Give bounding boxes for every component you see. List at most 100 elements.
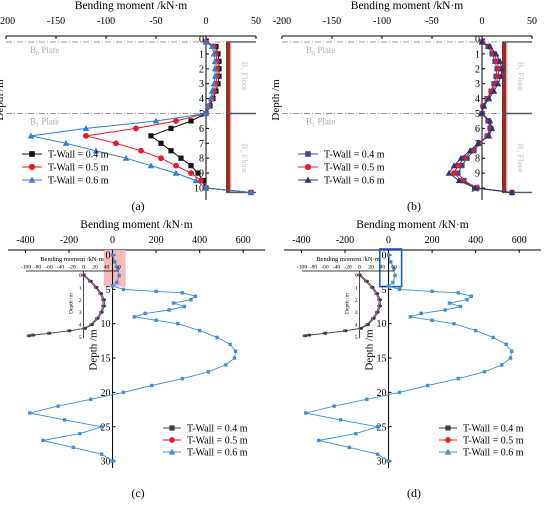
data-marker [178,155,184,161]
inset-y-tick-label: 0 [355,273,358,279]
y-axis-title: Depth /m [364,329,376,371]
data-marker [247,189,255,196]
data-marker [474,139,482,146]
inset-y-tick-label: 2 [355,298,358,304]
inset-x-tick-label: 40 [104,265,110,271]
data-marker [28,176,36,183]
data-marker [171,301,176,305]
y-tick-label: 2 [475,64,480,75]
data-marker [486,117,494,124]
series-line [305,254,513,462]
data-marker [375,452,380,456]
y-tick-label: 30 [377,457,387,468]
data-marker [360,326,364,330]
data-marker [376,292,380,296]
data-marker [180,291,184,295]
data-marker [96,316,100,320]
inset-x-tick-label: -80 [34,265,42,271]
data-marker [147,162,155,169]
series-line [30,41,252,193]
x-tick-label: 200 [149,235,164,246]
data-marker [491,335,495,340]
data-marker [180,376,184,381]
data-marker [375,425,380,429]
data-marker [389,260,393,264]
data-marker [455,177,463,184]
data-marker [494,80,502,87]
data-marker [210,50,218,57]
x-tick-label: -50 [425,16,438,27]
data-marker [392,267,396,271]
data-marker [478,110,486,117]
data-marker [391,280,395,285]
data-marker [193,294,198,298]
data-marker [122,154,130,161]
data-marker [192,177,200,184]
inset-x-tick-label: 0 [82,265,85,271]
y-tick-label: 3 [199,79,204,90]
data-marker [208,43,216,50]
y-tick-label: 20 [101,388,111,399]
data-marker [29,151,35,157]
data-marker [207,95,215,102]
x-tick-label: 600 [512,235,527,246]
y-tick-label: 9 [199,169,204,180]
data-marker [115,280,119,285]
data-marker [169,425,175,431]
data-marker [492,50,500,57]
data-marker [304,163,312,171]
panel-label: (d) [407,486,421,500]
inset-y-tick-label: 4 [79,323,82,329]
data-marker [150,383,154,388]
y-axis-title: Depth /m [0,79,6,121]
data-marker [99,425,104,429]
y-tick-label: 25 [377,422,387,433]
data-marker [228,342,232,347]
data-marker [89,397,93,401]
x-tick-label: -200 [60,235,78,246]
y-tick-label: 5 [475,109,480,120]
data-marker [189,297,193,302]
x-tick-label: -100 [97,16,115,27]
data-marker [204,102,212,109]
data-marker [78,431,82,436]
inset-x-tick-label: 40 [380,265,386,271]
y-tick-label: 2 [199,64,204,75]
x-axis-title: Bending moment /kN·m [351,0,463,12]
y-tick-label: 8 [475,154,480,165]
data-marker [28,411,32,415]
data-marker [211,72,219,79]
data-marker [158,140,164,146]
data-marker [202,110,210,117]
x-tick-label: 400 [192,235,207,246]
data-marker [488,125,496,131]
data-marker [305,151,311,157]
data-marker [82,125,90,131]
data-marker [99,452,104,456]
data-marker [480,102,488,109]
x-tick-label: 0 [480,16,485,27]
y-tick-label: 6 [475,124,480,135]
x-tick-label: 50 [251,16,261,27]
x-tick-label: 600 [236,235,251,246]
legend-label: T-Wall = 0.4 m [463,424,524,435]
inset-x-tick-label: -20 [68,265,76,271]
data-marker [168,125,174,131]
panel-c: Bending moment /kN·m-400 -200 0 200 400 60005… [8,219,265,468]
floor-label: B₂ Floor [516,144,526,173]
data-marker [62,418,67,422]
data-marker [308,333,312,337]
y-tick-label: 3 [475,79,480,90]
data-marker [62,139,70,146]
data-marker [148,133,154,139]
data-marker [332,404,336,408]
data-marker [455,170,461,176]
inset-x-tick-label: 0 [358,265,361,271]
inset-x-title: Bending moment /kN·m [40,256,104,263]
data-marker [167,308,171,312]
data-marker [113,260,117,264]
y-tick-label: 9 [475,169,480,180]
data-marker [471,184,479,191]
y-tick-label: 1 [475,49,480,60]
